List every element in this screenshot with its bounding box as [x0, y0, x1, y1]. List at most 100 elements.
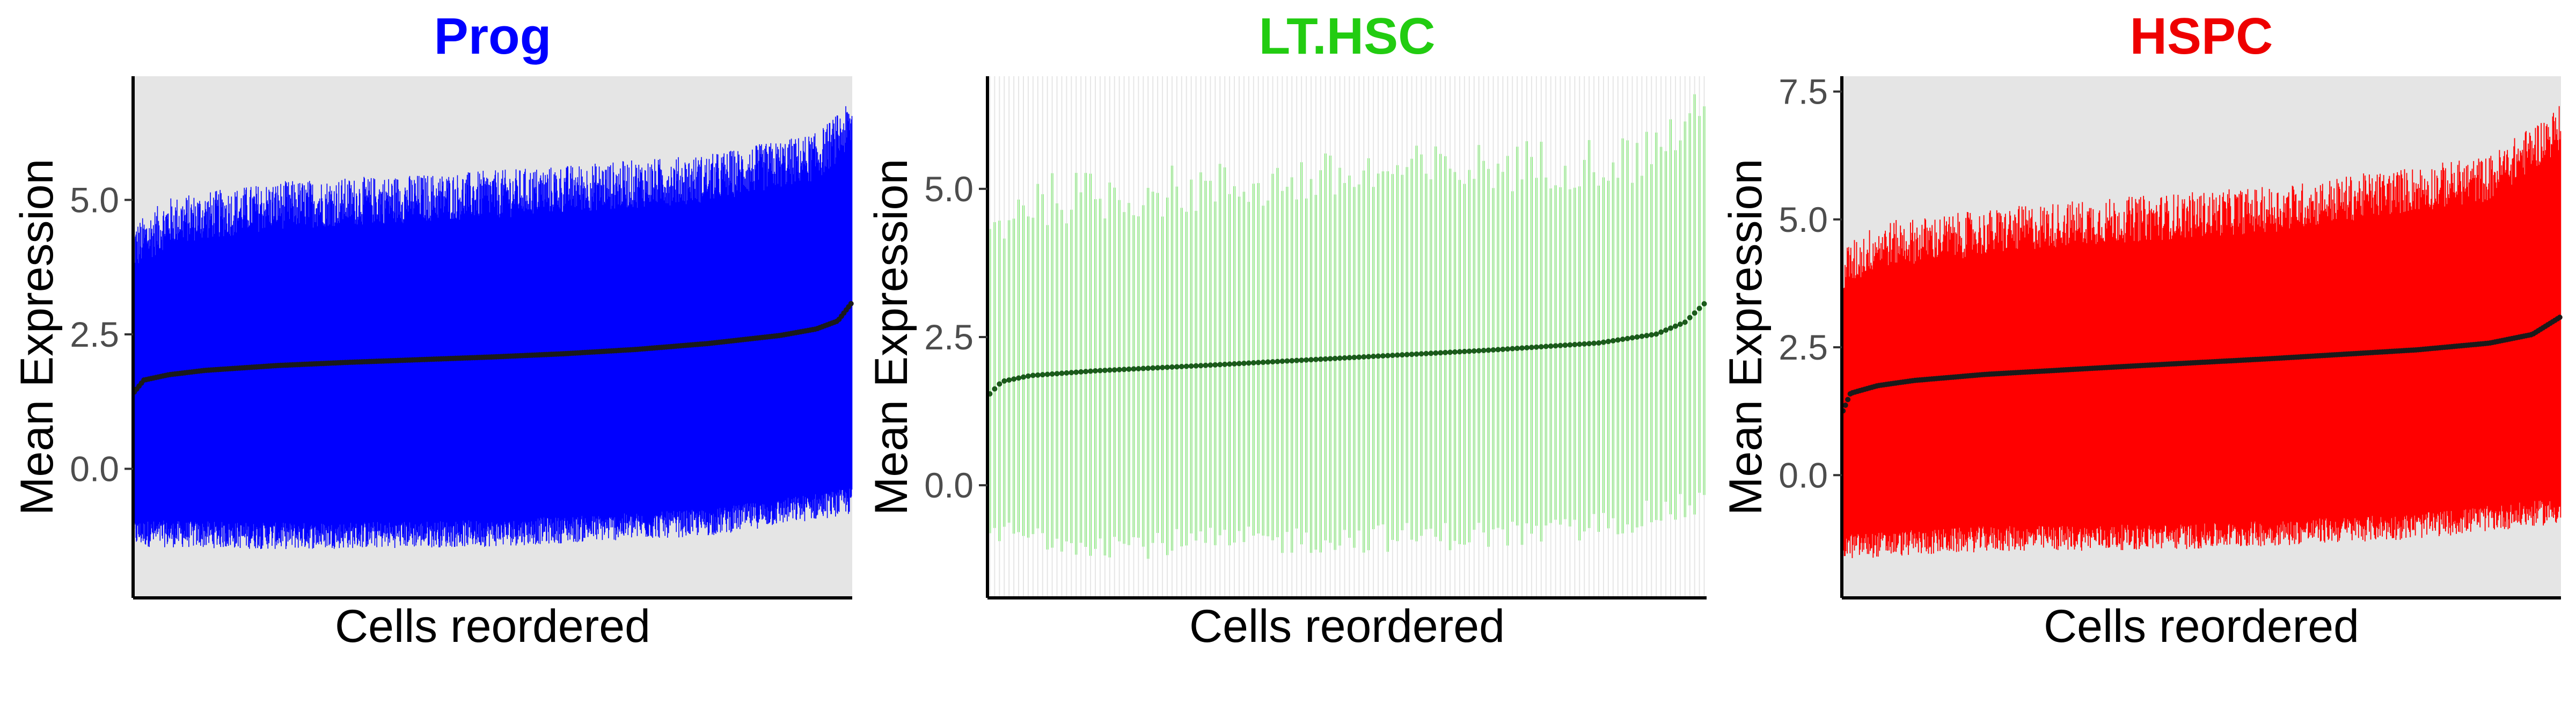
mean-point [1064, 370, 1070, 376]
mean-point [1327, 356, 1333, 362]
mean-point [1620, 337, 1626, 342]
mean-point [1006, 377, 1012, 383]
mean-point [1342, 355, 1348, 361]
mean-point [1672, 323, 1678, 329]
mean-point [1346, 355, 1352, 361]
mean-point [1624, 335, 1630, 341]
mean-point [848, 301, 854, 306]
mean-point [1304, 357, 1309, 363]
mean-point [1083, 369, 1089, 375]
y-axis-title: Mean Expression [11, 159, 63, 515]
grid-lines [989, 76, 1705, 598]
mean-point [1236, 361, 1242, 367]
mean-point [1140, 365, 1146, 371]
mean-point [1466, 348, 1472, 354]
mean-point [1126, 366, 1132, 372]
mean-point [1111, 367, 1117, 373]
mean-point [1615, 337, 1621, 343]
y-tick-label: 5.0 [1779, 200, 1828, 239]
mean-point [1040, 372, 1045, 378]
mean-point [1582, 341, 1587, 347]
mean-point [1658, 329, 1664, 335]
mean-point [992, 386, 998, 392]
mean-point [1208, 362, 1213, 368]
mean-point [1600, 339, 1606, 345]
mean-point [1409, 352, 1415, 357]
mean-point [1677, 321, 1683, 327]
mean-points [1840, 315, 2563, 414]
mean-point [1279, 359, 1285, 364]
mean-point [1414, 351, 1419, 357]
mean-point [1701, 301, 1707, 307]
mean-point [1203, 362, 1209, 368]
mean-point [1332, 355, 1338, 361]
mean-point [1097, 368, 1103, 374]
mean-point [1572, 341, 1578, 347]
mean-point [1155, 365, 1161, 371]
mean-point [1131, 366, 1137, 372]
mean-point [1682, 319, 1688, 325]
mean-point [1404, 352, 1410, 357]
y-tick-label: 2.5 [70, 315, 119, 354]
mean-point [1313, 356, 1319, 362]
mean-point [1567, 342, 1573, 348]
mean-point [1188, 363, 1194, 369]
mean-point [1183, 363, 1189, 369]
mean-point [1174, 364, 1180, 370]
mean-point [1481, 348, 1487, 354]
mean-point [1160, 364, 1166, 370]
mean-point [1121, 367, 1127, 372]
y-axis-title: Mean Expression [866, 159, 917, 515]
mean-point [1500, 346, 1506, 352]
mean-point [1270, 359, 1276, 365]
y-tick-label: 0.0 [70, 449, 119, 489]
mean-point [1232, 361, 1238, 367]
mean-point [1361, 354, 1367, 360]
x-axis-title: Cells reordered [1189, 601, 1505, 652]
mean-point [1088, 368, 1094, 374]
mean-point [1610, 338, 1616, 343]
mean-point [1145, 365, 1151, 371]
mean-point [1030, 372, 1036, 378]
mean-point [1371, 354, 1377, 360]
mean-point [1418, 351, 1424, 357]
mean-point [1389, 353, 1395, 359]
mean-point [1093, 368, 1098, 374]
mean-point [1356, 354, 1362, 360]
mean-point [1428, 350, 1434, 356]
mean-point [1471, 348, 1477, 354]
panel-2: 0.0 2.5 5.0 7.5 HSPC Cells reordered Mean Expr… [1720, 8, 2563, 652]
y-tick-label: 0.0 [924, 465, 974, 505]
mean-point [1447, 349, 1453, 355]
mean-point [1049, 371, 1055, 377]
mean-point [1649, 332, 1655, 338]
mean-point [1308, 357, 1314, 363]
mean-point [1457, 349, 1462, 355]
mean-point [1634, 334, 1640, 340]
y-tick-label: 0.0 [1779, 455, 1828, 495]
mean-point [1586, 341, 1592, 347]
mean-point [1078, 369, 1084, 375]
mean-points [131, 301, 854, 395]
mean-point [1025, 373, 1031, 379]
mean-point [2557, 315, 2563, 320]
mean-point [1461, 348, 1467, 354]
mean-point [1035, 372, 1041, 378]
mean-point [1548, 343, 1554, 349]
mean-point [1337, 355, 1343, 361]
mean-point [1366, 354, 1372, 360]
mean-point [1528, 345, 1534, 350]
mean-point [1485, 347, 1491, 353]
mean-point [1538, 344, 1544, 350]
panel-0: 0.0 2.5 5.0 Prog Cells reordered Mean Express… [11, 8, 854, 652]
mean-point [1116, 367, 1122, 372]
mean-point [1069, 370, 1074, 376]
mean-point [1490, 347, 1496, 353]
mean-point [1842, 403, 1848, 408]
mean-point [1021, 374, 1026, 380]
mean-points [987, 301, 1707, 397]
mean-point [1562, 342, 1568, 348]
mean-point [1524, 345, 1529, 350]
mean-point [1452, 349, 1458, 355]
